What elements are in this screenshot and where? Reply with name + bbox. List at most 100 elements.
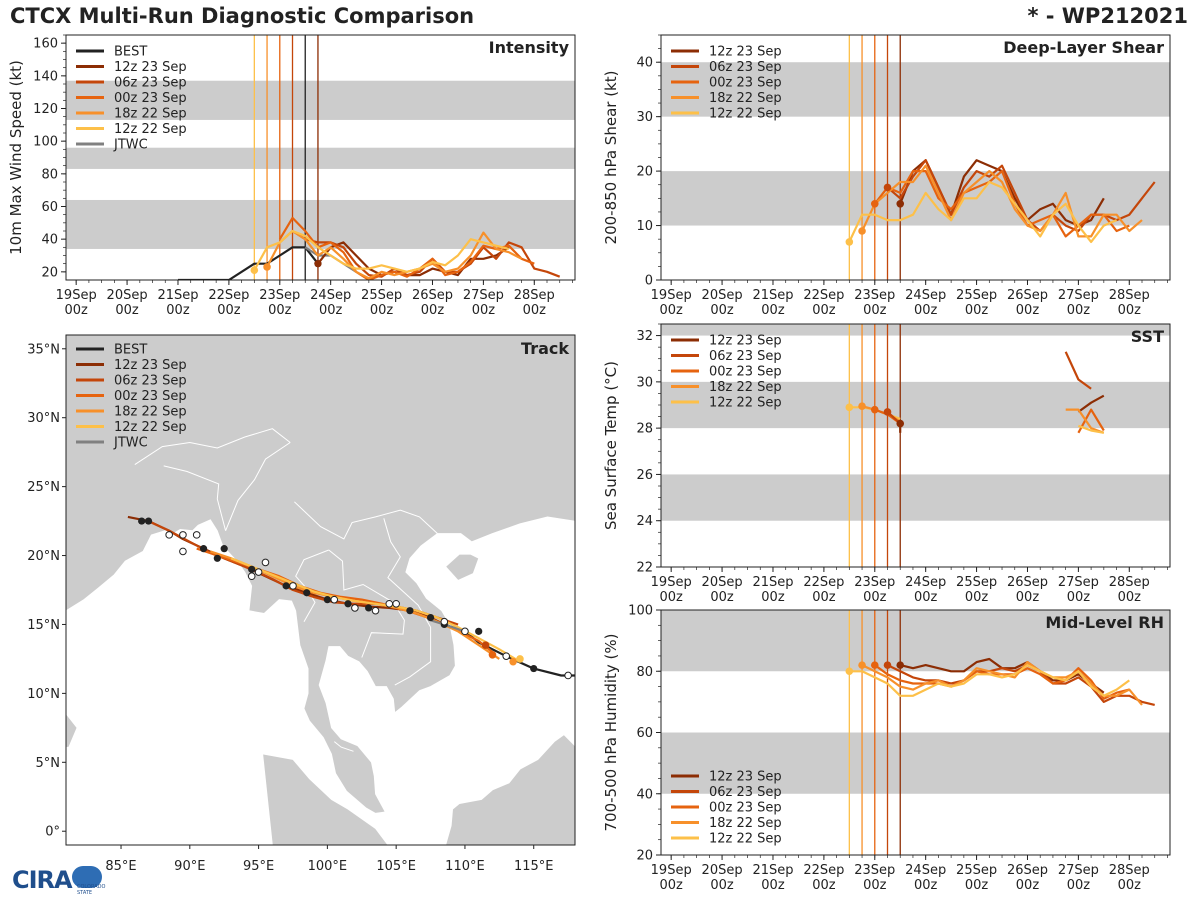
rh-band xyxy=(661,732,1170,794)
rh-init-marker-18z-22-sep xyxy=(858,661,866,669)
rh-ylabel: 700-500 hPa Humidity (%) xyxy=(602,633,620,831)
track-xtick-label: 105°E xyxy=(376,859,416,874)
track-legend-label-00z-23-sep: 00z 23 Sep xyxy=(114,389,187,404)
sst-init-marker-00z-23-sep xyxy=(870,405,879,414)
intensity-ytick-label: 100 xyxy=(33,135,58,150)
track-fix-open xyxy=(247,572,256,581)
shear-series-00z-23-sep xyxy=(873,170,1130,238)
sst-band xyxy=(661,324,1170,336)
rh-xtick-hour: 00z xyxy=(863,878,887,893)
sst-xtick-day: 23Sep xyxy=(854,575,895,590)
sst-xtick-day: 26Sep xyxy=(1007,575,1048,590)
track-fix-filled xyxy=(406,607,414,615)
intensity-panel: 2040608010012014016019Sep00z20Sep00z21Se… xyxy=(7,34,576,318)
track-fix-filled xyxy=(426,613,435,622)
sst-series-12z-22-sep xyxy=(1078,424,1104,434)
sst-legend-label-12z-23-sep: 12z 23 Sep xyxy=(709,334,782,349)
sst-xtick-hour: 00z xyxy=(812,590,836,605)
track-point-06z-23-sep xyxy=(481,641,490,649)
rh-series-12z-22-sep xyxy=(849,663,1130,697)
intensity-init-marker-18z-22-sep xyxy=(263,263,271,271)
track-fix-filled xyxy=(199,545,208,553)
track-xtick-label: 110°E xyxy=(445,859,485,874)
shear-series-06z-23-sep xyxy=(886,159,1156,233)
sst-init-marker-18z-22-sep xyxy=(858,402,866,410)
track-legend-label-best: BEST xyxy=(114,343,147,358)
rh-xtick-hour: 00z xyxy=(659,878,683,893)
sst-legend-label-12z-22-sep: 12z 22 Sep xyxy=(709,396,782,411)
shear-xtick-hour: 00z xyxy=(863,303,887,318)
track-fix-open xyxy=(371,606,380,615)
shear-ytick-label: 10 xyxy=(636,219,653,234)
sst-init-marker-06z-23-sep xyxy=(883,408,892,416)
shear-xtick-day: 19Sep xyxy=(651,288,692,303)
rh-xtick-hour: 00z xyxy=(1067,878,1091,893)
storm-id: * - WP212021 xyxy=(1027,4,1188,28)
shear-xtick-day: 25Sep xyxy=(956,288,997,303)
rh-xtick-day: 20Sep xyxy=(702,863,743,878)
track-fix-open xyxy=(165,531,173,539)
sst-ytick-label: 26 xyxy=(636,468,653,483)
shear-init-marker-12z-22-sep xyxy=(845,238,854,246)
sst-ytick-label: 32 xyxy=(636,329,653,344)
shear-init-marker-18z-22-sep xyxy=(858,227,866,235)
sst-init-marker-12z-22-sep xyxy=(845,403,854,412)
rh-ytick-label: 60 xyxy=(636,726,653,741)
rh-xtick-day: 25Sep xyxy=(956,863,997,878)
sst-ylabel: Sea Surface Temp (°C) xyxy=(602,361,620,530)
sst-ytick-label: 30 xyxy=(636,375,653,390)
intensity-ylabel: 10m Max Wind Speed (kt) xyxy=(7,60,25,255)
track-fix-open xyxy=(351,604,359,612)
intensity-xtick-day: 22Sep xyxy=(208,288,249,303)
track-fix-open xyxy=(385,599,394,608)
intensity-xtick-hour: 00z xyxy=(64,303,88,318)
rh-plot-area xyxy=(661,610,1170,855)
shear-xtick-day: 28Sep xyxy=(1109,288,1150,303)
rh-xtick-hour: 00z xyxy=(1118,878,1142,893)
rh-legend-label-06z-23-sep: 06z 23 Sep xyxy=(709,785,782,800)
intensity-legend-label-00z-23-sep: 00z 23 Sep xyxy=(114,91,187,106)
sst-xtick-day: 27Sep xyxy=(1058,575,1099,590)
rh-init-marker-12z-22-sep xyxy=(845,667,854,676)
intensity-plot-area xyxy=(66,35,575,280)
sst-ytick-label: 22 xyxy=(636,561,653,576)
track-ytick-label: 5°N xyxy=(36,756,61,771)
shear-legend-label-12z-22-sep: 12z 22 Sep xyxy=(709,107,782,122)
intensity-xtick-hour: 00z xyxy=(472,303,496,318)
shear-legend-label-00z-23-sep: 00z 23 Sep xyxy=(709,76,782,91)
intensity-xtick-hour: 00z xyxy=(217,303,241,318)
intensity-xtick-hour: 00z xyxy=(319,303,343,318)
track-xtick-label: 100°E xyxy=(308,859,348,874)
rh-xtick-day: 26Sep xyxy=(1007,863,1048,878)
shear-series-12z-22-sep xyxy=(848,180,1118,243)
country-border xyxy=(333,741,354,752)
sst-xtick-hour: 00z xyxy=(914,590,938,605)
track-fix-open xyxy=(461,627,469,636)
track-ytick-label: 25°N xyxy=(27,480,60,495)
shear-xtick-hour: 00z xyxy=(812,303,836,318)
rh-band xyxy=(661,610,1170,672)
logo-text: CIRA xyxy=(12,866,73,894)
sst-series-00z-23-sep xyxy=(1077,408,1105,434)
track-ytick-label: 20°N xyxy=(27,549,60,564)
intensity-legend-label-12z-22-sep: 12z 22 Sep xyxy=(114,122,187,137)
track-fix-filled xyxy=(344,600,352,608)
rh-xtick-day: 21Sep xyxy=(752,863,793,878)
track-legend-label-12z-22-sep: 12z 22 Sep xyxy=(114,420,187,435)
shear-xtick-hour: 00z xyxy=(965,303,989,318)
intensity-ytick-label: 160 xyxy=(33,37,58,52)
shear-title: Deep-Layer Shear xyxy=(1003,38,1164,57)
sst-legend-label-06z-23-sep: 06z 23 Sep xyxy=(709,349,782,364)
rh-legend-label-12z-23-sep: 12z 23 Sep xyxy=(709,770,782,785)
intensity-legend-label-18z-22-sep: 18z 22 Sep xyxy=(114,107,187,122)
intensity-band xyxy=(66,147,575,169)
rh-xtick-day: 27Sep xyxy=(1058,863,1099,878)
track-point-18z-22-sep xyxy=(509,657,517,666)
track-legend-label-jtwc: JTWC xyxy=(113,436,148,451)
sst-xtick-hour: 00z xyxy=(710,590,734,605)
track-fix-filled xyxy=(530,664,538,673)
sst-xtick-day: 28Sep xyxy=(1109,575,1150,590)
intensity-xtick-hour: 00z xyxy=(370,303,394,318)
track-fix-open xyxy=(192,531,201,539)
sst-series-18z-22-sep xyxy=(1065,408,1105,434)
